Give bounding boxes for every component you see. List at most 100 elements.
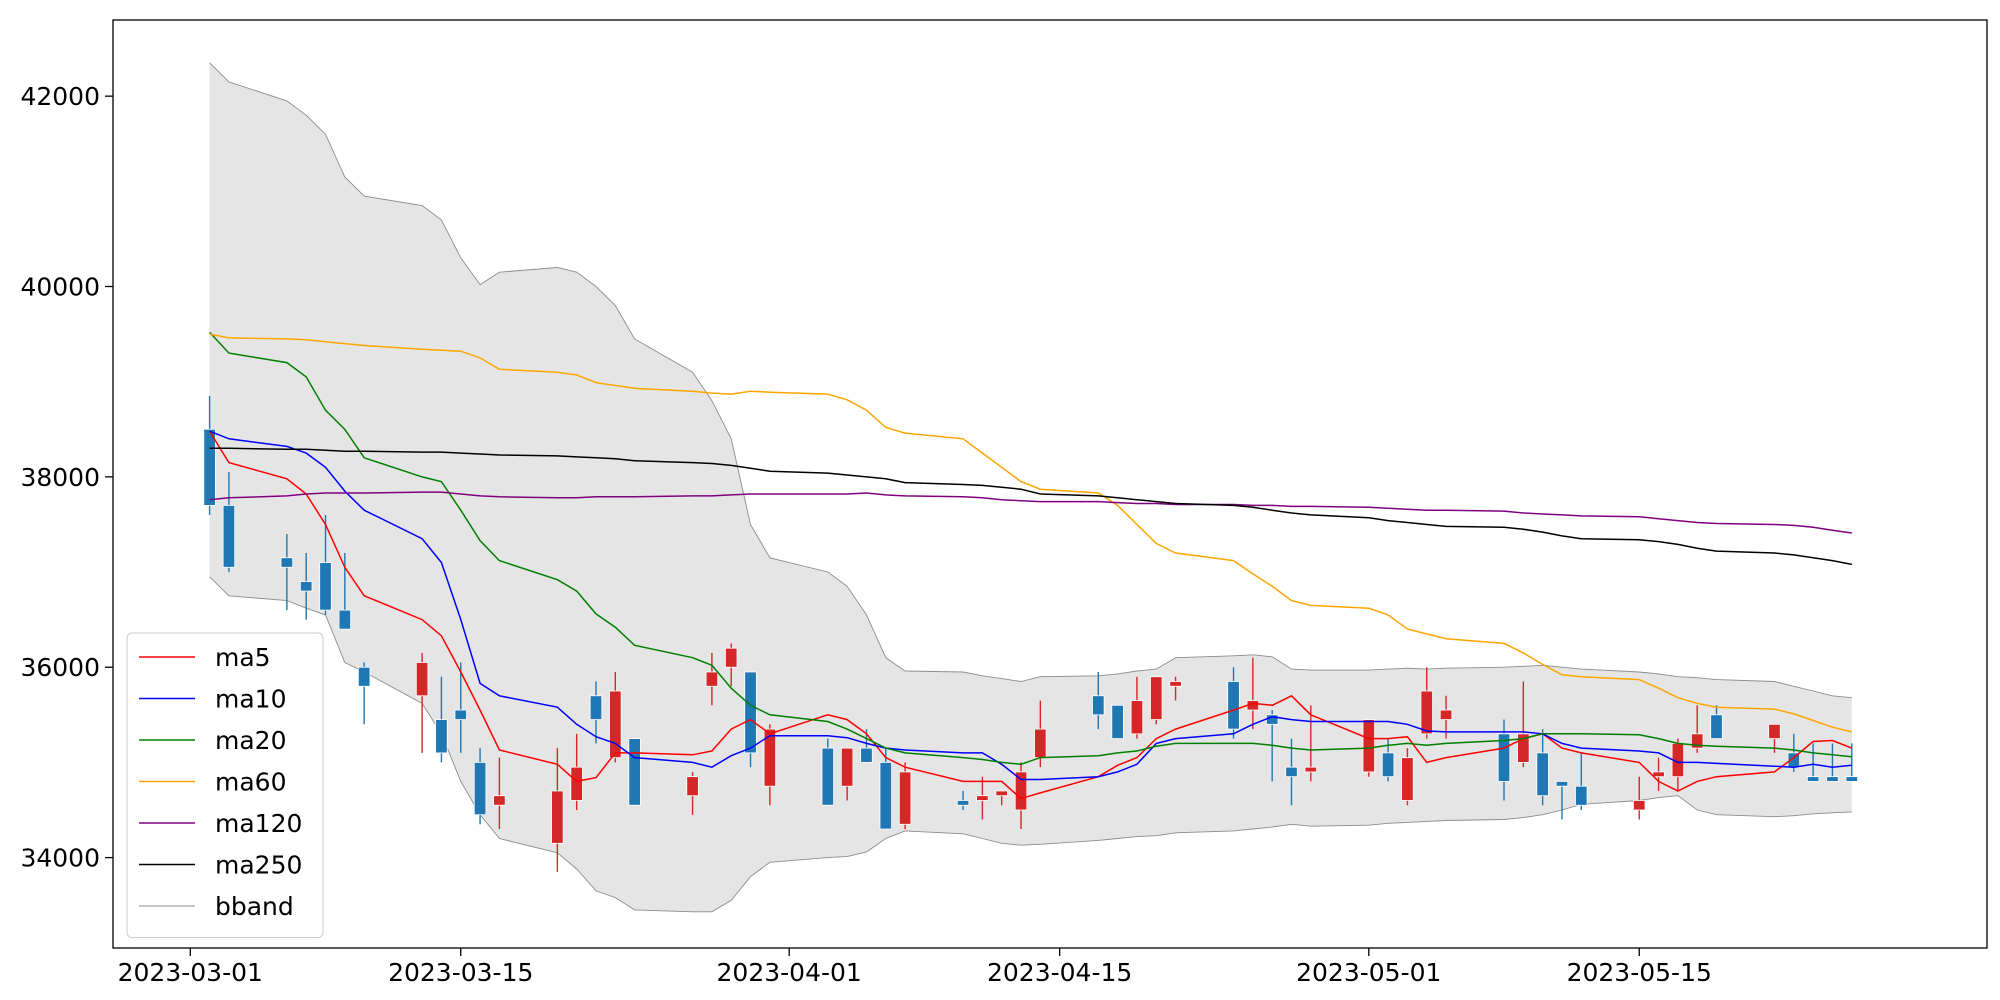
candle-body — [589, 695, 603, 720]
candle-2023-03-29[interactable] — [725, 643, 738, 687]
candle-2023-03-21[interactable] — [570, 733, 583, 810]
candle-2023-03-20[interactable] — [551, 748, 564, 872]
candle-2023-05-11[interactable] — [1555, 781, 1569, 820]
legend-item-ma20[interactable]: ma20 — [139, 726, 286, 755]
candle-2023-03-24[interactable] — [628, 738, 641, 806]
candle-body — [222, 505, 236, 568]
candle-2023-04-06[interactable] — [879, 748, 892, 830]
candle-2023-04-07[interactable] — [898, 762, 912, 830]
candle-body — [1401, 757, 1414, 801]
candle-2023-04-28[interactable] — [1304, 705, 1318, 782]
candle-body — [338, 609, 352, 630]
legend-item-ma10[interactable]: ma10 — [139, 685, 286, 714]
candle-body — [1092, 695, 1105, 716]
candle-2023-03-22[interactable] — [589, 681, 603, 744]
candle-2023-03-14[interactable] — [435, 676, 448, 763]
candle-2023-05-26[interactable] — [1845, 743, 1858, 782]
candle-2023-04-17[interactable] — [1092, 671, 1105, 730]
legend[interactable]: ma5 ma10 ma20 ma60 ma120 ma250 bband — [126, 632, 324, 938]
candle-2023-04-11[interactable] — [976, 776, 989, 820]
candle-body — [357, 666, 371, 687]
candle-2023-03-27[interactable] — [686, 771, 699, 815]
candle-body — [415, 662, 429, 697]
candle-2023-04-18[interactable] — [1111, 704, 1124, 740]
candle-body — [493, 795, 506, 806]
candle-2023-04-21[interactable] — [1169, 676, 1182, 701]
legend-label: ma120 — [215, 809, 302, 838]
candle-2023-03-16[interactable] — [473, 748, 487, 825]
legend-label: ma250 — [215, 851, 302, 880]
candle-body — [1575, 785, 1588, 806]
candle-body — [879, 762, 892, 830]
legend-item-ma5[interactable]: ma5 — [139, 643, 271, 672]
x-tick-label: 2023-05-15 — [1567, 958, 1712, 987]
candle-2023-04-27[interactable] — [1285, 738, 1298, 806]
candle-2023-05-15[interactable] — [1633, 776, 1646, 820]
candle-2023-04-24[interactable] — [1227, 667, 1240, 739]
candle-body — [821, 747, 835, 806]
candle-body — [1381, 752, 1395, 778]
candle-body — [1304, 766, 1318, 773]
candle-2023-03-17[interactable] — [493, 757, 506, 830]
candle-2023-03-13[interactable] — [415, 652, 429, 753]
candle-body — [454, 709, 467, 720]
candle-body — [628, 738, 641, 806]
legend-item-ma60[interactable]: ma60 — [139, 768, 286, 797]
candle-body — [1633, 800, 1646, 811]
candle-body — [1439, 709, 1453, 720]
y-tick-label: 36000 — [20, 653, 100, 682]
candle-body — [763, 728, 777, 787]
candle-2023-03-15[interactable] — [454, 662, 467, 753]
candle-body — [995, 790, 1008, 797]
legend-item-bband[interactable]: bband — [139, 892, 294, 921]
candle-2023-03-03[interactable] — [222, 472, 236, 573]
candle-2023-03-31[interactable] — [763, 724, 777, 806]
candle-body — [1555, 781, 1569, 787]
candle-2023-04-20[interactable] — [1150, 676, 1163, 725]
legend-item-ma120[interactable]: ma120 — [139, 809, 302, 838]
candle-2023-05-12[interactable] — [1575, 752, 1588, 810]
candle-2023-04-12[interactable] — [995, 790, 1008, 806]
candle-2023-05-10[interactable] — [1536, 729, 1549, 806]
x-axis: 2023-03-01 2023-03-15 2023-04-01 2023-04-15… — [118, 948, 1712, 987]
candle-2023-05-04[interactable] — [1420, 667, 1433, 739]
candle-2023-04-19[interactable] — [1130, 676, 1144, 739]
candle-body — [1285, 766, 1298, 778]
candle-body — [299, 581, 313, 592]
candle-2023-03-02[interactable] — [203, 395, 216, 515]
candle-2023-05-16[interactable] — [1652, 757, 1665, 791]
candle-body — [840, 747, 854, 787]
candle-2023-03-08[interactable] — [319, 514, 332, 615]
candle-body — [1806, 776, 1820, 782]
candle-body — [1845, 776, 1858, 782]
candle-2023-03-07[interactable] — [299, 553, 313, 620]
candle-2023-04-10[interactable] — [956, 790, 970, 810]
x-tick-label: 2023-03-01 — [118, 958, 263, 987]
candle-2023-04-13[interactable] — [1014, 762, 1028, 830]
candle-2023-05-08[interactable] — [1497, 719, 1511, 801]
candle-2023-03-10[interactable] — [357, 662, 371, 725]
candle-2023-03-06[interactable] — [280, 533, 294, 611]
candle-2023-04-03[interactable] — [821, 738, 835, 806]
candle-2023-05-24[interactable] — [1806, 743, 1820, 782]
bollinger-band — [209, 62, 1852, 913]
candle-2023-05-09[interactable] — [1517, 681, 1530, 768]
candle-body — [1130, 700, 1144, 735]
candle-2023-03-28[interactable] — [705, 652, 719, 706]
y-tick-label: 34000 — [20, 844, 100, 873]
y-tick-label: 40000 — [20, 273, 100, 302]
candle-2023-04-04[interactable] — [840, 747, 854, 801]
y-tick-label: 38000 — [20, 463, 100, 492]
candle-2023-05-25[interactable] — [1826, 743, 1839, 782]
candle-2023-05-03[interactable] — [1401, 748, 1414, 806]
candle-body — [1652, 771, 1665, 778]
candle-body — [956, 800, 970, 806]
series-ma250 — [209, 447, 1852, 566]
legend-item-ma250[interactable]: ma250 — [139, 851, 302, 880]
candle-2023-05-19[interactable] — [1710, 705, 1723, 740]
candle-body — [1420, 690, 1433, 735]
x-tick-label: 2023-04-15 — [987, 958, 1132, 987]
candle-body — [1014, 771, 1028, 811]
candle-2023-03-23[interactable] — [609, 671, 622, 763]
bband-upper — [209, 62, 1852, 699]
